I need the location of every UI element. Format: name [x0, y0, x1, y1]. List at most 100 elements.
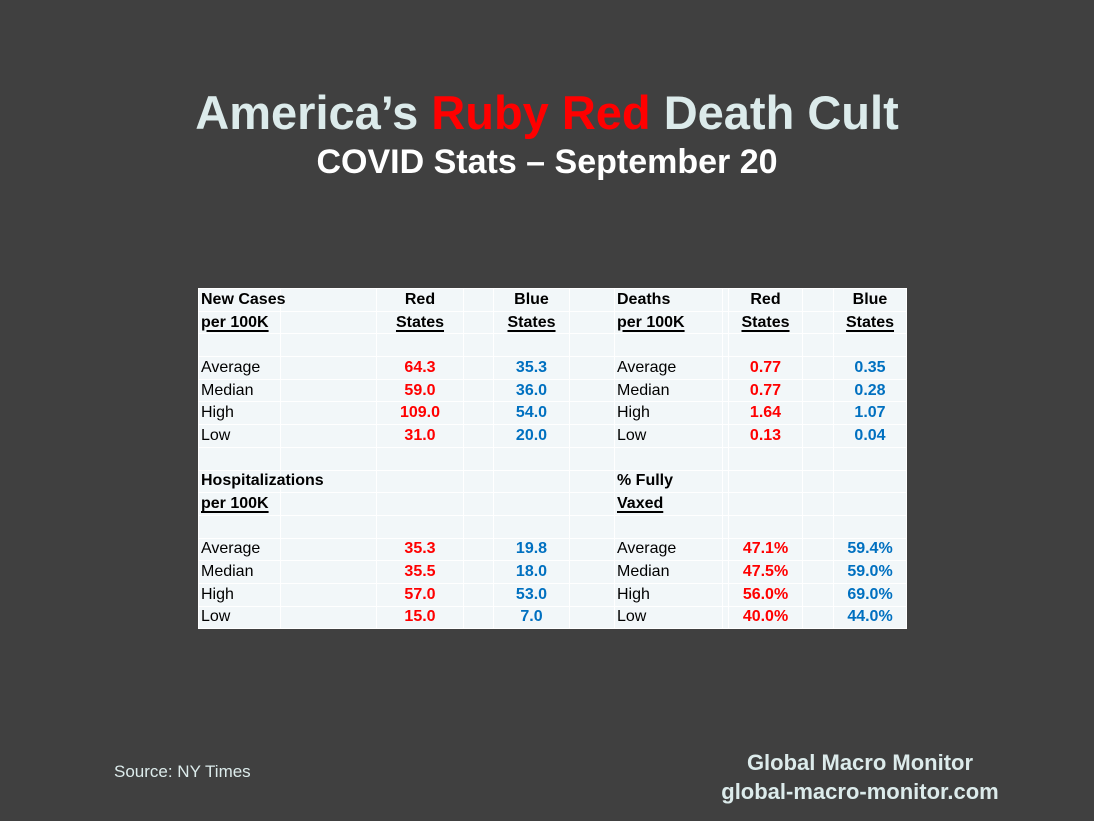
empty-cell	[198, 333, 281, 358]
stat-label-text: Low	[617, 426, 647, 444]
blue-subheader: States	[833, 310, 907, 335]
empty-cell	[463, 582, 494, 607]
blue-value: 0.04	[833, 424, 907, 448]
stat-label-text: High	[201, 404, 234, 422]
empty-cell	[493, 446, 570, 471]
empty-cell	[569, 356, 615, 380]
stat-label-text: Low	[617, 608, 647, 626]
stat-label-text: Median	[201, 381, 254, 399]
empty-cell	[802, 378, 834, 403]
empty-cell	[376, 333, 464, 358]
empty-cell	[463, 401, 494, 426]
blue-value-text: 1.07	[854, 404, 886, 422]
brand-name: Global Macro Monitor	[746, 750, 974, 775]
stat-label-text: Average	[201, 540, 261, 558]
section-title-left-text: New Cases	[201, 290, 286, 308]
empty-cell	[802, 469, 834, 494]
red-value-text: 35.5	[404, 563, 436, 581]
red-value-text: 57.0	[404, 585, 436, 603]
stat-label-text: Median	[617, 381, 670, 399]
red-header-text: Red	[404, 290, 436, 308]
red-subheader: States	[728, 310, 803, 335]
stat-label-text: High	[617, 404, 650, 422]
section-title-left-text: Hospitalizations	[201, 472, 324, 490]
blue-value: 54.0	[493, 401, 570, 426]
blue-value: 1.07	[833, 401, 907, 426]
stat-label-text: Average	[201, 358, 261, 376]
empty-cell	[280, 401, 377, 426]
blue-value-text: 19.8	[515, 540, 548, 558]
blue-header-text: Blue	[852, 290, 888, 308]
title-highlight: Ruby Red	[431, 86, 651, 139]
title-part: America’s	[195, 86, 432, 139]
empty-cell	[728, 333, 803, 358]
stat-label: High	[614, 401, 723, 426]
empty-cell	[802, 605, 834, 630]
red-value: 47.1%	[728, 537, 803, 562]
empty-cell	[280, 537, 377, 562]
empty-cell	[569, 514, 615, 539]
red-value: 0.77	[728, 356, 803, 380]
empty-cell	[802, 401, 834, 426]
empty-cell	[493, 492, 570, 516]
red-value: 40.0%	[728, 605, 803, 630]
empty-cell	[728, 492, 803, 516]
empty-cell	[569, 333, 615, 358]
blue-value: 18.0	[493, 560, 570, 584]
empty-cell	[463, 469, 494, 494]
red-value-text: 15.0	[404, 608, 436, 626]
red-value: 64.3	[376, 356, 464, 380]
subheader-row: per 100K Vaxed	[198, 492, 907, 516]
empty-cell	[280, 378, 377, 403]
empty-cell	[833, 333, 907, 358]
blue-subheader: States	[493, 310, 570, 335]
empty-cell	[569, 492, 615, 516]
red-value: 59.0	[376, 378, 464, 403]
red-value: 109.0	[376, 401, 464, 426]
blue-value: 35.3	[493, 356, 570, 380]
empty-cell	[493, 469, 570, 494]
red-value-text: 64.3	[404, 358, 436, 376]
empty-cell	[463, 492, 494, 516]
stat-label: High	[198, 582, 281, 607]
red-value: 15.0	[376, 605, 464, 630]
empty-cell	[493, 514, 570, 539]
stat-label: Low	[198, 424, 281, 448]
empty-cell	[463, 605, 494, 630]
blue-value: 59.0%	[833, 560, 907, 584]
blue-header: Blue	[833, 288, 907, 312]
empty-cell	[833, 492, 907, 516]
empty-cell	[833, 469, 907, 494]
section-subtitle-left: per 100K	[198, 310, 281, 335]
section-subtitle-right-text: per 100K	[617, 313, 685, 331]
blue-value: 0.35	[833, 356, 907, 380]
stat-label-text: Average	[617, 358, 677, 376]
red-subheader: States	[376, 310, 464, 335]
empty-cell	[280, 424, 377, 448]
empty-cell	[802, 582, 834, 607]
empty-cell	[569, 401, 615, 426]
empty-cell	[280, 446, 377, 471]
empty-cell	[802, 537, 834, 562]
stat-label-text: Low	[201, 608, 231, 626]
section-title-left: New Cases	[198, 288, 286, 312]
stat-label: Low	[198, 605, 281, 630]
blue-value: 7.0	[493, 605, 570, 630]
stat-label: Median	[614, 560, 723, 584]
empty-cell	[463, 514, 494, 539]
table-row: High 57.0 53.0 High 56.0% 69.0%	[198, 582, 907, 607]
empty-cell	[569, 605, 615, 630]
stat-label: Low	[614, 424, 723, 448]
empty-cell	[569, 378, 615, 403]
blue-value-text: 69.0%	[847, 585, 893, 603]
blue-value-text: 44.0%	[847, 608, 893, 626]
red-value: 57.0	[376, 582, 464, 607]
section-subtitle-left-text: per 100K	[201, 313, 269, 331]
empty-cell	[376, 469, 464, 494]
table-row: Average 64.3 35.3 Average 0.77 0.35	[198, 356, 907, 380]
section-title-right-text: Deaths	[617, 290, 671, 308]
empty-cell	[463, 424, 494, 448]
empty-cell	[802, 446, 834, 471]
slide-subtitle: COVID Stats – September 20	[316, 143, 778, 181]
title-part: Death Cult	[650, 86, 899, 139]
